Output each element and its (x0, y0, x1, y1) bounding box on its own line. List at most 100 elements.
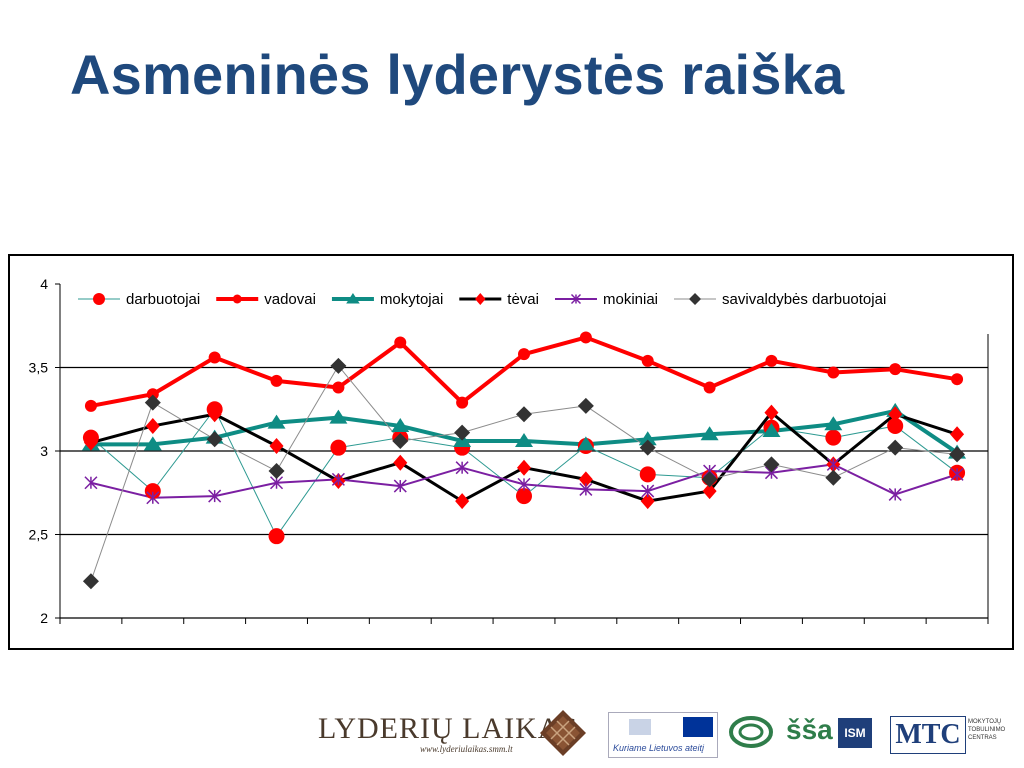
data-point (144, 483, 161, 500)
data-point (517, 459, 531, 476)
data-point (331, 472, 345, 486)
legend-marker (346, 293, 360, 304)
data-point (887, 439, 904, 456)
data-point (949, 446, 966, 463)
data-point (329, 409, 348, 424)
legend-item: vadovai (216, 291, 316, 308)
data-point (267, 414, 286, 429)
legend-label: mokiniai (603, 291, 658, 308)
data-point (84, 399, 97, 412)
data-point (208, 489, 222, 503)
data-point (762, 422, 781, 437)
data-point (579, 331, 592, 344)
data-point (516, 488, 532, 505)
data-point (763, 456, 780, 473)
mtc-logo: MTC (890, 716, 966, 754)
legend-marker (475, 293, 486, 305)
data-point (82, 573, 99, 590)
ssa-logo: šša (786, 714, 833, 745)
data-point (330, 439, 347, 456)
data-point (268, 463, 285, 480)
data-point (207, 406, 222, 423)
university-seal-icon (729, 716, 773, 748)
data-point (639, 466, 656, 483)
eu-funds-caption: Kuriame Lietuvos ateitį (613, 743, 705, 753)
data-point (824, 416, 843, 431)
legend-label: mokytojai (380, 291, 443, 308)
legend-item: mokytojai (331, 291, 443, 308)
data-point (516, 406, 532, 423)
data-point (639, 439, 656, 456)
slide-title: Asmeninės lyderystės raiška (70, 43, 845, 106)
data-point (700, 426, 719, 441)
y-tick-label: 3 (40, 443, 48, 459)
data-point (268, 528, 285, 545)
legend-marker (570, 293, 582, 305)
data-point (640, 493, 655, 510)
lyderiu-laikas-url: www.lyderiulaikas.smm.lt (420, 744, 513, 754)
data-point (826, 457, 840, 471)
data-point (701, 471, 718, 488)
data-point (765, 354, 778, 367)
series-lines (81, 331, 967, 590)
lyderiu-laikas-logo: LYDERIŲ LAIKAS (318, 712, 579, 745)
chart-frame: 4 3,5 3 2,5 2 darbuotojai vadovai mokytojai tėv… (8, 254, 1014, 650)
legend-marker (93, 293, 105, 305)
chocolate-logo-icon (540, 710, 586, 756)
legend-marker (689, 293, 702, 305)
data-point (392, 432, 409, 449)
legend-label: tėvai (507, 291, 539, 308)
data-point (825, 469, 842, 486)
legend: darbuotojai vadovai mokytojai tėvai mokiniai… (78, 291, 886, 308)
legend-item: tėvai (459, 291, 539, 308)
y-tick-label: 2,5 (29, 527, 49, 543)
legend-item: darbuotojai (78, 291, 200, 308)
data-point (84, 476, 98, 490)
data-point (270, 374, 283, 387)
data-point (577, 397, 594, 414)
data-point (825, 429, 842, 446)
data-point (146, 388, 159, 401)
data-point (394, 336, 407, 349)
data-point (206, 431, 223, 448)
y-tick-label: 2 (40, 610, 48, 626)
data-point (578, 471, 593, 488)
mtc-caption: MOKYTOJŲ TOBULINIMO CENTRAS (968, 719, 1006, 741)
data-point (208, 351, 221, 364)
data-point (951, 373, 964, 386)
data-point (641, 484, 655, 498)
data-point (515, 432, 533, 447)
data-point (391, 417, 410, 432)
legend-item: savivaldybės darbuotojai (674, 291, 886, 308)
data-point (455, 493, 470, 510)
data-point (703, 381, 716, 394)
legend-label: savivaldybės darbuotojai (722, 291, 886, 308)
legend-item: mokiniai (554, 291, 658, 308)
data-point (145, 417, 160, 434)
legend-label: darbuotojai (126, 291, 200, 308)
data-point (456, 396, 469, 409)
y-tick-label: 4 (40, 276, 48, 292)
data-point (269, 437, 284, 454)
data-point (641, 354, 654, 367)
ism-logo: ISM (838, 718, 872, 748)
data-point (144, 394, 161, 411)
data-point (332, 381, 345, 394)
data-point (518, 348, 530, 361)
footer-logos: LYDERIŲ LAIKAS www.lyderiulaikas.smm.lt … (0, 700, 1024, 768)
data-point (517, 477, 531, 491)
data-point (764, 404, 779, 421)
data-point (455, 461, 469, 475)
data-point (888, 406, 903, 423)
data-point (702, 483, 717, 500)
legend-label: vadovai (264, 291, 316, 308)
eu-emblem-icon (629, 719, 651, 735)
data-point (950, 467, 964, 481)
data-point (393, 454, 408, 471)
data-point (83, 434, 98, 451)
data-point (393, 479, 407, 493)
eu-funds-logo: Kuriame Lietuvos ateitį (608, 712, 718, 758)
data-point (889, 363, 902, 376)
data-point (888, 487, 902, 501)
data-point (454, 424, 471, 441)
